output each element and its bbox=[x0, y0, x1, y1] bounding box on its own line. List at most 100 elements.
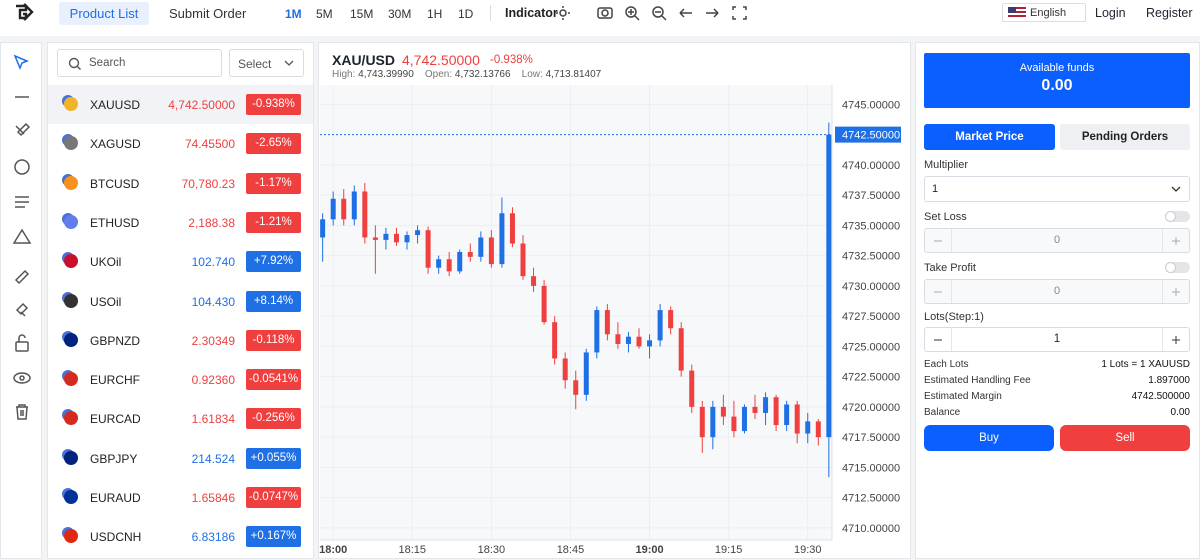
product-row[interactable]: EURAUD 1.65846 -0.0747% bbox=[48, 478, 313, 517]
timeframe[interactable]: 1D bbox=[458, 7, 474, 21]
candle-body bbox=[488, 237, 494, 265]
timeframe[interactable]: 30M bbox=[388, 7, 412, 21]
tab[interactable]: Submit Order bbox=[169, 6, 247, 21]
candle-body bbox=[562, 358, 568, 381]
indicator-button[interactable]: Indicator bbox=[505, 6, 558, 20]
toggle[interactable] bbox=[1165, 262, 1190, 273]
change-badge: -0.0747% bbox=[246, 487, 301, 508]
field-label: Multiplier bbox=[924, 159, 969, 171]
stat-label: Low: bbox=[521, 69, 543, 80]
candle-body bbox=[425, 230, 431, 268]
buy-button[interactable]: Buy bbox=[924, 425, 1054, 451]
y-tick-label: 4737.50000 bbox=[842, 190, 900, 202]
order-tab[interactable]: Market Price bbox=[924, 124, 1055, 150]
sell-button[interactable]: Sell bbox=[1060, 425, 1190, 451]
y-tick-label: 4715.00000 bbox=[842, 462, 900, 474]
x-tick-label: 18:30 bbox=[478, 544, 506, 556]
candle-body bbox=[341, 198, 347, 220]
candle-body bbox=[615, 334, 621, 344]
product-price: 1.61834 bbox=[191, 412, 235, 427]
minus[interactable] bbox=[925, 328, 951, 351]
candle-body bbox=[552, 322, 558, 359]
toggle[interactable] bbox=[1165, 211, 1190, 222]
plus[interactable] bbox=[1163, 280, 1189, 303]
product-row[interactable]: USOil 104.430 +8.14% bbox=[48, 282, 313, 321]
product-row[interactable]: XAGUSD 74.45500 -2.65% bbox=[48, 124, 313, 163]
product-row[interactable]: BTCUSD 70,780.23 -1.17% bbox=[48, 164, 313, 203]
product-symbol: ETHUSD bbox=[90, 215, 140, 230]
login-link[interactable]: Login bbox=[1095, 6, 1126, 20]
chart-change: -0.938% bbox=[490, 54, 533, 66]
stat-label: Open: bbox=[424, 69, 453, 80]
y-tick-label: 4722.50000 bbox=[842, 372, 900, 384]
flag bbox=[1008, 7, 1026, 19]
product-row[interactable]: XAUUSD 4,742.50000 -0.938% bbox=[48, 85, 313, 124]
plus[interactable] bbox=[1163, 229, 1189, 252]
y-tick-label: 4730.00000 bbox=[842, 281, 900, 293]
funds-value: 0.00 bbox=[1041, 77, 1073, 94]
change-badge: -0.0541% bbox=[246, 369, 301, 391]
x-tick-label: 19:15 bbox=[715, 544, 743, 556]
product-row[interactable]: GBPJPY 214.524 +0.055% bbox=[48, 439, 313, 478]
product-price: 0.92360 bbox=[191, 373, 235, 388]
product-row[interactable]: EURCHF 0.92360 -0.0541% bbox=[48, 360, 313, 399]
search-input[interactable] bbox=[57, 49, 222, 77]
candle-body bbox=[826, 134, 832, 438]
product-row[interactable]: USDCNH 6.83186 +0.167% bbox=[48, 517, 313, 556]
field-label: Lots(Step:1) bbox=[924, 311, 984, 323]
order-tab[interactable]: Pending Orders bbox=[1060, 124, 1190, 150]
timeframe[interactable]: 1H bbox=[427, 7, 443, 21]
lots-stepper[interactable]: 1 bbox=[924, 327, 1190, 352]
product-icon bbox=[64, 411, 78, 426]
stat-value: 4,743.39990 bbox=[358, 69, 414, 80]
multiplier-select[interactable] bbox=[924, 176, 1190, 202]
candle-body bbox=[478, 237, 484, 257]
take-profit-stepper[interactable]: 0 bbox=[924, 279, 1190, 304]
product-symbol: GBPJPY bbox=[90, 451, 138, 466]
product-row[interactable]: EURCAD 1.61834 -0.256% bbox=[48, 399, 313, 438]
product-icon bbox=[64, 529, 78, 544]
minus[interactable] bbox=[925, 280, 951, 303]
y-tick-label: 4720.00000 bbox=[842, 402, 900, 414]
candle-body bbox=[636, 336, 642, 347]
candle-body bbox=[393, 233, 399, 243]
candle-body bbox=[720, 406, 726, 417]
change-badge: -0.256% bbox=[246, 408, 301, 430]
info-value: 0.00 bbox=[1170, 407, 1190, 418]
candle-body bbox=[689, 370, 695, 407]
candle-body bbox=[415, 230, 421, 236]
x-tick-label: 18:15 bbox=[399, 544, 427, 556]
candle-body bbox=[320, 219, 326, 238]
product-row[interactable]: UKOil 102.740 +7.92% bbox=[48, 242, 313, 281]
stat-value: 4,732.13766 bbox=[454, 69, 511, 80]
filter-select-label: Select bbox=[238, 57, 272, 71]
change-badge: +8.14% bbox=[246, 290, 301, 312]
candle-body bbox=[731, 416, 737, 432]
funds-label: Available funds bbox=[1019, 62, 1095, 74]
candle-body bbox=[763, 397, 769, 413]
toolbar-icons bbox=[556, 6, 747, 21]
timeframe[interactable]: 1M bbox=[285, 7, 302, 21]
product-icon bbox=[64, 450, 78, 465]
register-link[interactable]: Register bbox=[1146, 6, 1193, 20]
timeframe[interactable]: 15M bbox=[350, 7, 374, 21]
change-badge: +0.167% bbox=[246, 526, 301, 548]
plus[interactable] bbox=[1163, 328, 1189, 351]
candle-body bbox=[436, 259, 442, 268]
product-price: 70,780.23 bbox=[181, 176, 235, 191]
minus[interactable] bbox=[925, 229, 951, 252]
lots-value: 1 bbox=[951, 328, 1163, 351]
info-label: Balance bbox=[924, 407, 961, 418]
product-symbol: GBPNZD bbox=[90, 333, 141, 348]
tab[interactable]: Product List bbox=[59, 2, 149, 25]
candle-body bbox=[541, 285, 547, 323]
field-label: Set Loss bbox=[924, 211, 967, 223]
product-row[interactable]: ETHUSD 2,188.38 -1.21% bbox=[48, 203, 313, 242]
field-label: Take Profit bbox=[924, 262, 976, 274]
set-loss-stepper[interactable]: 0 bbox=[924, 228, 1190, 253]
candle-body bbox=[647, 340, 653, 347]
info-label: Estimated Margin bbox=[924, 391, 1002, 402]
timeframe[interactable]: 5M bbox=[316, 7, 333, 21]
product-row[interactable]: GBPNZD 2.30349 -0.118% bbox=[48, 321, 313, 360]
candle-body bbox=[467, 251, 473, 257]
